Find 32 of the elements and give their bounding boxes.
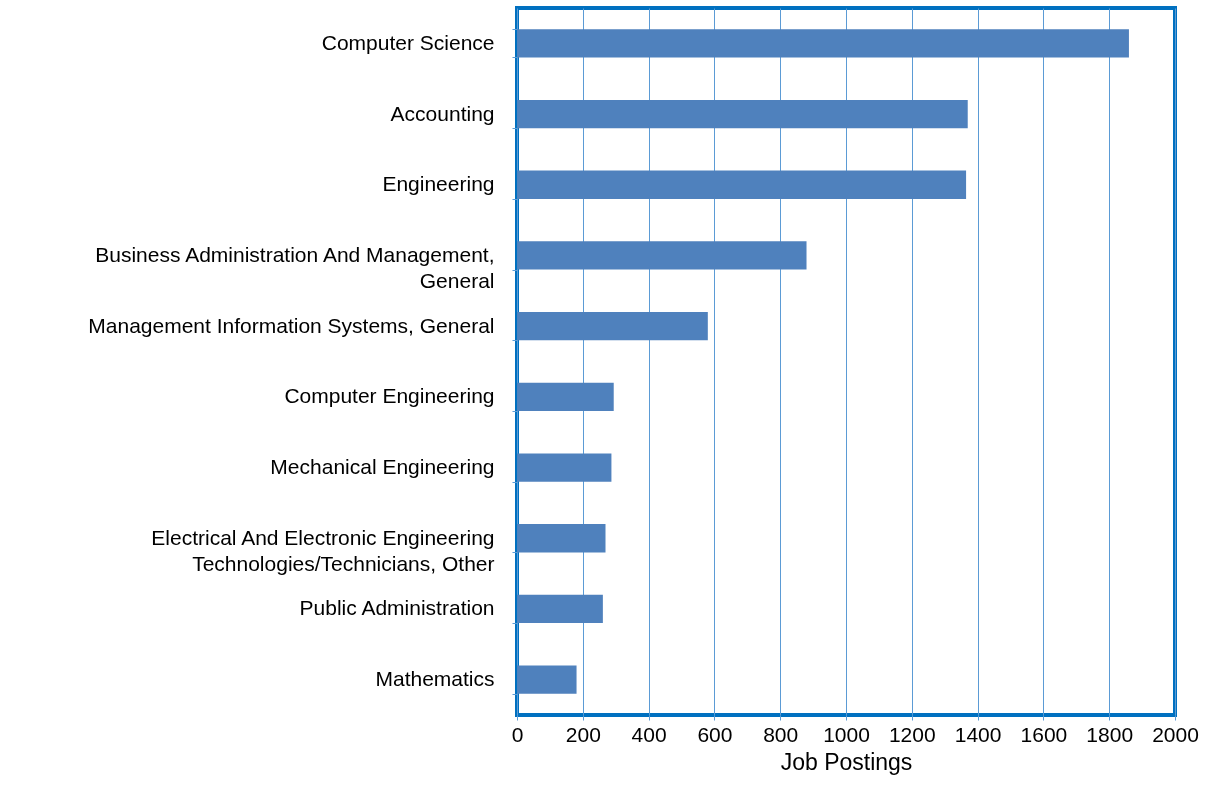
x-tick-label: 400 [631, 722, 667, 746]
y-tick-label: Computer Engineering [284, 384, 495, 408]
bar [517, 29, 1129, 58]
x-tick-label: 600 [697, 722, 733, 746]
bar [517, 453, 612, 482]
y-tick-label: Electrical And Electronic Engineering Technologies/Technicians, Other [151, 525, 495, 575]
x-tick-label: 1800 [1086, 722, 1134, 746]
bar [517, 594, 603, 624]
y-tick-label: Public Administration [299, 596, 495, 620]
y-tick-label: Business Administration And Management, General [95, 242, 495, 292]
bar [517, 524, 606, 553]
x-tick-label: 1000 [823, 722, 870, 746]
y-tick-label: Management Information Systems, General [88, 313, 495, 337]
y-tick-label: Computer Science [321, 30, 495, 54]
y-tick-label: Mechanical Engineering [270, 455, 495, 479]
bar [517, 170, 967, 199]
x-tick-label: 1200 [888, 722, 936, 746]
bar [517, 99, 968, 129]
x-tick-label: 200 [565, 722, 601, 746]
x-tick-label: 800 [763, 722, 799, 746]
x-tick-label: 1400 [954, 722, 1002, 746]
bar [517, 382, 614, 411]
bar [517, 312, 708, 341]
bar [517, 665, 577, 694]
x-axis-title: Job Postings [780, 748, 913, 775]
bar [517, 241, 807, 270]
x-tick-label: 1600 [1020, 722, 1068, 746]
y-tick-label: Mathematics [375, 667, 495, 691]
x-tick-label: 0 [511, 722, 524, 746]
y-tick-label: Accounting [390, 101, 495, 125]
x-tick-label: 2000 [1152, 722, 1199, 746]
y-tick-label: Engineering [382, 172, 495, 196]
